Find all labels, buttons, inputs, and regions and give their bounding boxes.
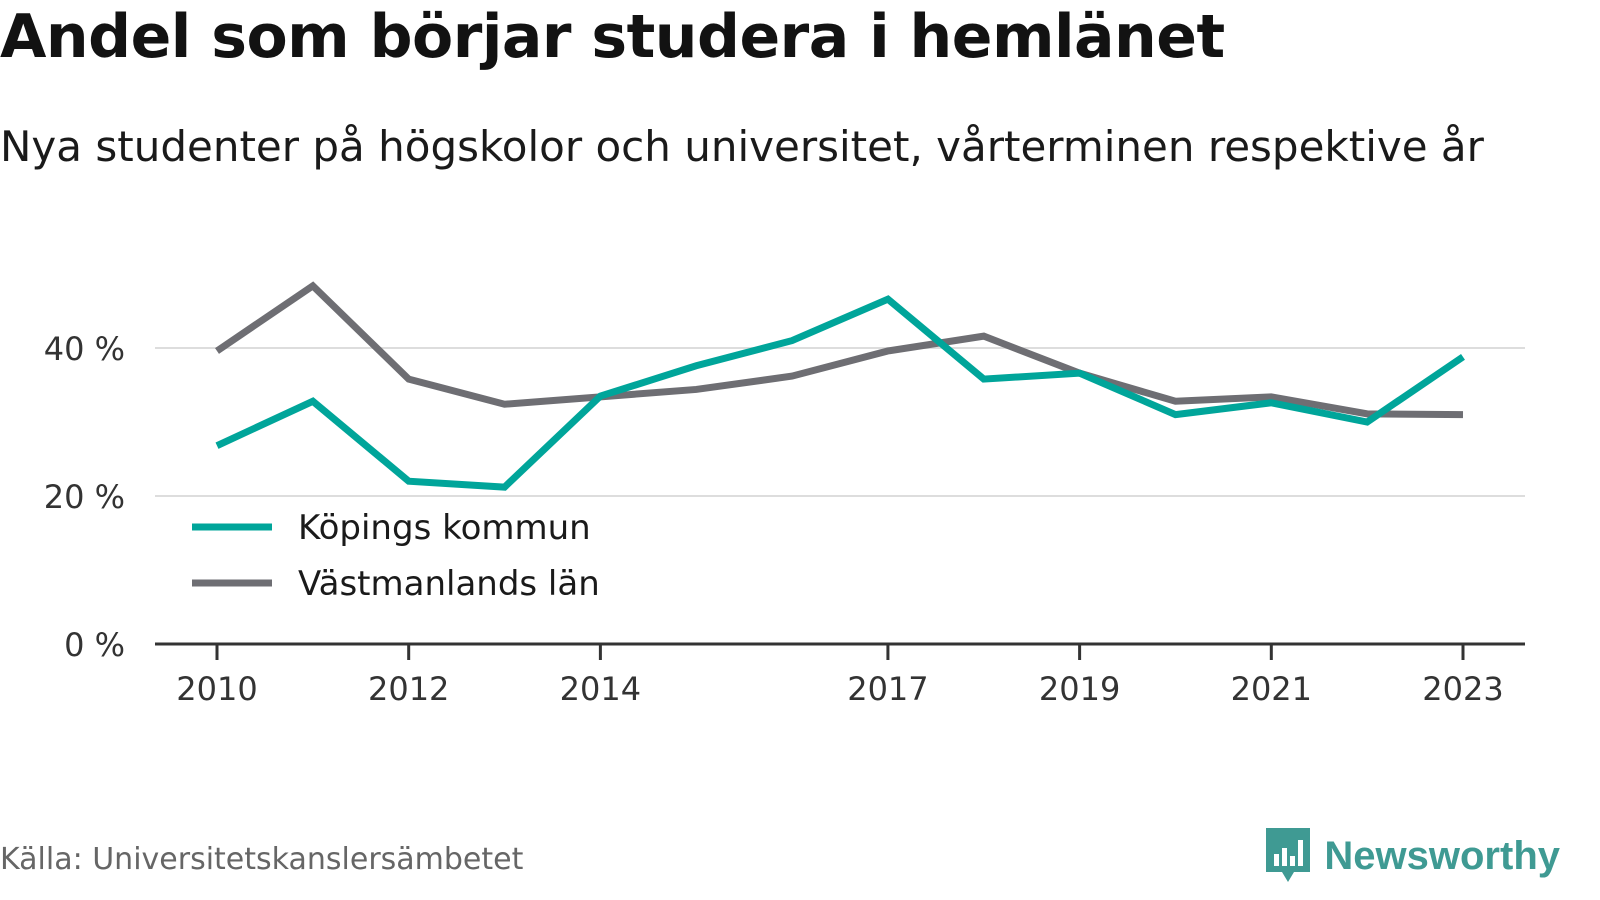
x-tick-label: 2010: [176, 670, 257, 708]
newsworthy-logo: Newsworthy: [1262, 826, 1560, 886]
y-tick-label: 20 %: [44, 478, 125, 516]
series-line: [215, 295, 1465, 491]
legend-label: Köpings kommun: [298, 508, 591, 548]
x-tick-label: 2017: [847, 670, 928, 708]
y-tick-label: 40 %: [44, 330, 125, 368]
source-note: Källa: Universitetskanslersämbetet: [0, 842, 524, 877]
newsworthy-icon: [1266, 828, 1311, 882]
legend-label: Västmanlands län: [298, 564, 600, 604]
chart-subtitle: Nya studenter på högskolor och universit…: [0, 122, 1484, 171]
x-tick-label: 2012: [368, 670, 449, 708]
series-line: [215, 281, 1464, 419]
x-tick-label: 2023: [1422, 670, 1503, 708]
x-tick-label: 2019: [1039, 670, 1120, 708]
chart-title: Andel som börjar studera i hemlänet: [0, 2, 1225, 72]
x-tick-label: 2021: [1231, 670, 1312, 708]
legend-background: [180, 497, 620, 617]
brand-name: Newsworthy: [1324, 833, 1560, 878]
y-tick-label: 0 %: [64, 626, 125, 664]
x-tick-label: 2014: [560, 670, 641, 708]
